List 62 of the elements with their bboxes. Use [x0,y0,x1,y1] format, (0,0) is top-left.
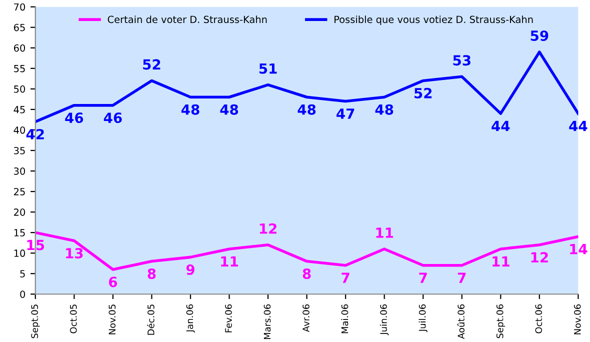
y-tick-label: 45 [14,106,25,114]
data-label: 14 [570,244,588,254]
data-label: 13 [66,248,83,258]
data-label: 7 [419,272,427,283]
y-tick-label: 65 [14,24,25,32]
data-label: 44 [569,120,588,132]
data-label: 7 [458,272,466,283]
y-tick-label: 60 [14,44,26,52]
data-label: 53 [453,55,470,66]
data-label: 11 [376,228,394,238]
x-tick-label: Mars.06 [264,304,271,340]
x-tick-label: Août.06 [457,304,465,339]
x-tick-label: Juil.06 [418,304,428,332]
y-tick-label: 40 [14,126,26,134]
data-label: 46 [65,112,84,124]
legend-label: Certain de voter D. Strauss-Kahn [108,16,267,24]
data-label: 48 [375,104,394,115]
data-label: 6 [108,276,118,288]
data-label: 52 [143,59,160,70]
y-tick-label: 50 [14,85,26,93]
x-tick-label: Fev.06 [225,304,232,332]
y-tick-label: 20 [14,208,26,216]
data-label: 48 [181,104,200,115]
data-label: 48 [220,104,238,115]
x-tick-label: Avr.06 [302,304,310,332]
data-label: 51 [259,63,277,74]
x-tick-label: Déc.05 [146,304,154,335]
data-label: 48 [298,104,316,115]
x-tick-label: Mai.06 [341,304,348,334]
y-tick-label: 10 [14,250,26,257]
y-tick-label: 55 [14,65,25,72]
x-tick-label: Oct.06 [535,304,542,334]
x-tick-label: Oct.05 [70,304,77,334]
data-label: 8 [302,268,311,279]
data-label: 42 [26,128,44,140]
y-tick-label: 25 [14,188,25,196]
data-label: 12 [260,223,276,234]
x-tick-label: Sept.06 [496,304,506,338]
y-tick-label: 35 [14,146,25,154]
data-label: 9 [186,264,194,275]
x-tick-label: Jan.06 [186,304,195,333]
data-label: 11 [492,256,510,266]
data-label: 15 [27,240,44,250]
x-tick-label: Juin.06 [380,304,389,336]
x-tick-label: Sept.05 [31,304,40,338]
data-label: 7 [342,272,350,283]
data-label: 59 [530,30,548,41]
y-tick-label: 70 [14,3,26,11]
data-label: 8 [148,268,156,279]
data-label: 12 [531,252,548,262]
data-label: 52 [414,88,432,98]
y-tick-label: 15 [14,229,25,236]
legend-label: Possible que vous votiez D. Strauss-Kahn [334,16,533,25]
x-tick-label: Nov.05 [108,304,116,334]
x-tick-label: Nov.06 [574,304,581,334]
data-label: 46 [104,112,122,124]
y-tick-label: 0 [20,290,26,298]
y-tick-label: 30 [14,167,26,175]
data-label: 11 [221,256,238,266]
y-tick-label: 5 [20,270,25,278]
data-label: 44 [492,120,510,132]
data-label: 47 [336,108,354,119]
